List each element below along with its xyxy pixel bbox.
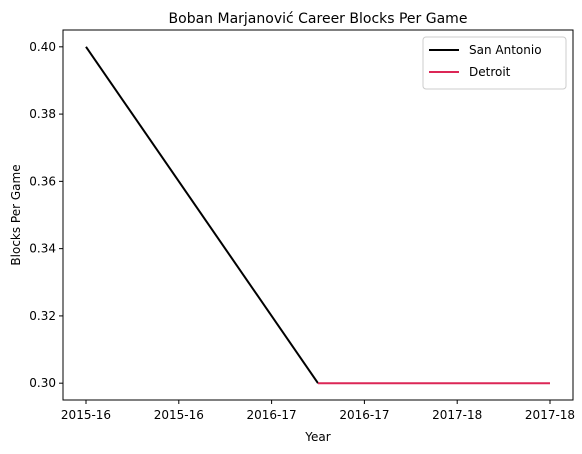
x-tick-label: 2015-16: [154, 408, 204, 422]
y-tick-label: 0.36: [29, 174, 56, 188]
x-axis: 2015-16 2015-16 2016-17 2016-17 2017-18 2017-…: [61, 400, 575, 422]
chart-title: Boban Marjanović Career Blocks Per Game: [169, 11, 468, 27]
y-tick-label: 0.34: [29, 242, 56, 256]
y-tick-label: 0.30: [29, 376, 56, 390]
x-tick-label: 2015-16: [61, 408, 111, 422]
y-tick-label: 0.38: [29, 107, 56, 121]
legend: San Antonio Detroit: [422, 36, 567, 90]
x-axis-label: Year: [304, 430, 330, 444]
y-axis: 0.30 0.32 0.34 0.36 0.38 0.40: [29, 40, 63, 390]
x-tick-label: 2016-17: [339, 408, 389, 422]
y-tick-label: 0.32: [29, 309, 56, 323]
x-tick-label: 2017-18: [432, 408, 482, 422]
plot-frame: [62, 29, 574, 401]
legend-label: San Antonio: [469, 43, 542, 57]
y-axis-label: Blocks Per Game: [9, 164, 23, 265]
series-line-san-antonio: [85, 46, 319, 384]
plot-area: [85, 46, 550, 385]
x-tick-label: 2016-17: [247, 408, 297, 422]
y-tick-label: 0.40: [29, 40, 56, 54]
x-tick-label: 2017-18: [525, 408, 575, 422]
legend-label: Detroit: [469, 65, 511, 79]
